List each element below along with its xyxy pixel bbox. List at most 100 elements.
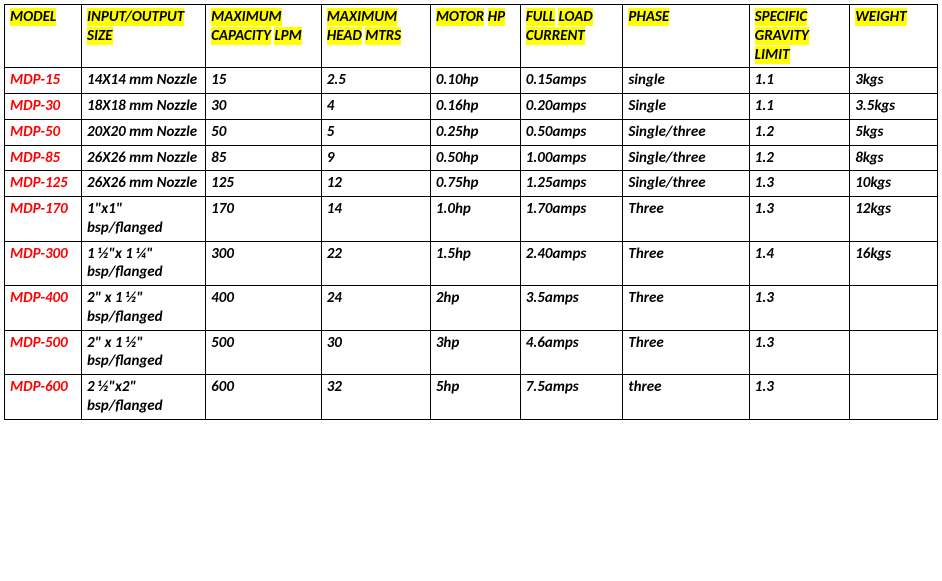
- cell-flc: 7.5amps: [520, 375, 623, 420]
- header-word: MTRS: [365, 27, 401, 45]
- cell-head: 2.5: [321, 68, 430, 94]
- cell-head: 24: [321, 286, 430, 331]
- cell-phase: Three: [623, 286, 749, 331]
- cell-cap: 170: [206, 197, 322, 242]
- cell-hp: 1.5hp: [430, 241, 520, 286]
- cell-sg: 1.2: [749, 145, 850, 171]
- header-word: LOAD: [558, 8, 592, 26]
- cell-hp: 0.25hp: [430, 119, 520, 145]
- cell-cap: 600: [206, 375, 322, 420]
- cell-hp: 3hp: [430, 330, 520, 375]
- cell-model: MDP-30: [5, 94, 82, 120]
- table-row: MDP-4002" x 1 ½" bsp/flanged400242hp3.5a…: [5, 286, 938, 331]
- table-row: MDP-3001 ½"x 1 ¼" bsp/flanged300221.5hp2…: [5, 241, 938, 286]
- header-word: HEAD: [327, 27, 362, 45]
- header-wt: WEIGHT: [850, 5, 938, 68]
- cell-head: 4: [321, 94, 430, 120]
- cell-model: MDP-600: [5, 375, 82, 420]
- cell-io: 26X26 mm Nozzle: [82, 145, 206, 171]
- table-body: MDP-1514X14 mm Nozzle152.50.10hp0.15amps…: [5, 68, 938, 419]
- cell-cap: 125: [206, 171, 322, 197]
- cell-io: 18X18 mm Nozzle: [82, 94, 206, 120]
- cell-hp: 0.50hp: [430, 145, 520, 171]
- cell-model: MDP-15: [5, 68, 82, 94]
- cell-head: 30: [321, 330, 430, 375]
- cell-io: 14X14 mm Nozzle: [82, 68, 206, 94]
- cell-cap: 400: [206, 286, 322, 331]
- header-word: PHASE: [628, 8, 669, 26]
- cell-sg: 1.3: [749, 330, 850, 375]
- cell-flc: 0.20amps: [520, 94, 623, 120]
- table-row: MDP-3018X18 mm Nozzle3040.16hp0.20ampsSi…: [5, 94, 938, 120]
- table-row: MDP-6002 ½"x2" bsp/flanged600325hp7.5amp…: [5, 375, 938, 420]
- cell-flc: 3.5amps: [520, 286, 623, 331]
- table-head: MODEL INPUT/OUTPUT SIZE MAXIMUM CAPACITY L…: [5, 5, 938, 68]
- header-word: FULL: [526, 8, 555, 26]
- cell-cap: 50: [206, 119, 322, 145]
- cell-io: 1"x1" bsp/flanged: [82, 197, 206, 242]
- table-row: MDP-5002" x 1 ½" bsp/flanged500303hp4.6a…: [5, 330, 938, 375]
- pump-spec-table: MODEL INPUT/OUTPUT SIZE MAXIMUM CAPACITY L…: [4, 4, 938, 420]
- cell-phase: single: [623, 68, 749, 94]
- cell-cap: 500: [206, 330, 322, 375]
- cell-wt: 8kgs: [850, 145, 938, 171]
- cell-model: MDP-170: [5, 197, 82, 242]
- cell-wt: [850, 375, 938, 420]
- cell-wt: [850, 286, 938, 331]
- header-word: LIMIT: [755, 46, 790, 64]
- cell-head: 22: [321, 241, 430, 286]
- header-word: LPM: [274, 27, 301, 45]
- cell-cap: 85: [206, 145, 322, 171]
- header-word: MODEL: [10, 8, 56, 26]
- cell-wt: 3kgs: [850, 68, 938, 94]
- cell-model: MDP-400: [5, 286, 82, 331]
- header-phase: PHASE: [623, 5, 749, 68]
- header-word: CAPACITY: [211, 27, 271, 45]
- table-row: MDP-1701"x1" bsp/flanged170141.0hp1.70am…: [5, 197, 938, 242]
- cell-flc: 0.50amps: [520, 119, 623, 145]
- cell-hp: 5hp: [430, 375, 520, 420]
- header-word: SIZE: [87, 27, 112, 45]
- header-word: INPUT/OUTPUT: [87, 8, 184, 26]
- cell-cap: 15: [206, 68, 322, 94]
- header-model: MODEL: [5, 5, 82, 68]
- cell-phase: three: [623, 375, 749, 420]
- cell-hp: 0.10hp: [430, 68, 520, 94]
- cell-wt: 16kgs: [850, 241, 938, 286]
- cell-phase: Three: [623, 197, 749, 242]
- cell-sg: 1.1: [749, 68, 850, 94]
- table-row: MDP-8526X26 mm Nozzle8590.50hp1.00ampsSi…: [5, 145, 938, 171]
- cell-io: 2" x 1 ½" bsp/flanged: [82, 286, 206, 331]
- cell-phase: Single/three: [623, 145, 749, 171]
- header-word: MAXIMUM: [211, 8, 281, 26]
- cell-model: MDP-125: [5, 171, 82, 197]
- header-word: SPECIFIC: [755, 8, 807, 26]
- cell-wt: 3.5kgs: [850, 94, 938, 120]
- header-word: HP: [488, 8, 505, 26]
- header-hp: MOTOR HP: [430, 5, 520, 68]
- cell-phase: Single: [623, 94, 749, 120]
- header-cap: MAXIMUM CAPACITY LPM: [206, 5, 322, 68]
- cell-model: MDP-50: [5, 119, 82, 145]
- cell-cap: 300: [206, 241, 322, 286]
- cell-wt: 5kgs: [850, 119, 938, 145]
- cell-model: MDP-500: [5, 330, 82, 375]
- cell-io: 20X20 mm Nozzle: [82, 119, 206, 145]
- table-row: MDP-12526X26 mm Nozzle125120.75hp1.25amp…: [5, 171, 938, 197]
- cell-hp: 1.0hp: [430, 197, 520, 242]
- table-row: MDP-5020X20 mm Nozzle5050.25hp0.50ampsSi…: [5, 119, 938, 145]
- header-word: MOTOR: [436, 8, 484, 26]
- cell-sg: 1.4: [749, 241, 850, 286]
- header-head: MAXIMUM HEAD MTRS: [321, 5, 430, 68]
- cell-wt: 10kgs: [850, 171, 938, 197]
- cell-sg: 1.2: [749, 119, 850, 145]
- cell-hp: 0.75hp: [430, 171, 520, 197]
- header-word: GRAVITY: [755, 27, 809, 45]
- header-word: CURRENT: [526, 27, 585, 45]
- cell-cap: 30: [206, 94, 322, 120]
- cell-sg: 1.3: [749, 171, 850, 197]
- cell-sg: 1.3: [749, 375, 850, 420]
- header-row: MODEL INPUT/OUTPUT SIZE MAXIMUM CAPACITY L…: [5, 5, 938, 68]
- cell-phase: Single/three: [623, 171, 749, 197]
- header-sg: SPECIFIC GRAVITY LIMIT: [749, 5, 850, 68]
